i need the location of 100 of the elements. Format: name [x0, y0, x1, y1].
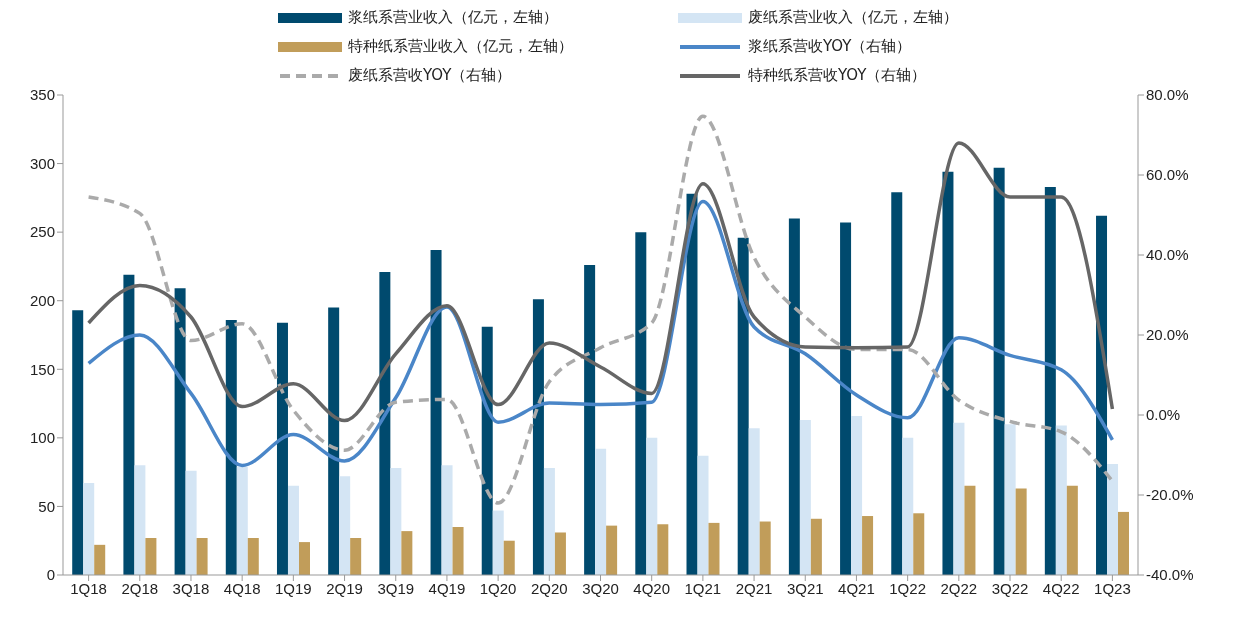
y-tick-label: 200 [29, 292, 55, 310]
bar [862, 516, 874, 575]
x-tick-label: 4Q21 [838, 579, 875, 597]
bar [799, 420, 811, 575]
bar [543, 468, 555, 575]
bar [225, 319, 237, 575]
x-tick-label: 3Q22 [991, 579, 1029, 597]
bar [810, 518, 822, 575]
bar [492, 510, 504, 575]
y2-tick-label: -20.0% [1146, 486, 1194, 504]
y2-tick-label: 0.0% [1146, 406, 1181, 424]
bar [840, 222, 852, 575]
bar [913, 513, 925, 575]
x-tick-label: 2Q21 [735, 579, 773, 597]
y2-tick-label: 20.0% [1146, 326, 1189, 344]
line-series [86, 141, 1115, 423]
y-tick-label: 250 [29, 223, 55, 241]
bar [441, 465, 453, 575]
bar [657, 524, 669, 575]
legend-label: 特种纸系营业收入（亿元，左轴） [348, 37, 573, 56]
bar [737, 237, 749, 575]
bar [72, 310, 84, 575]
bar [1066, 485, 1078, 575]
x-tick-label: 2Q22 [940, 579, 978, 597]
bar [430, 249, 442, 575]
x-tick-label: 1Q22 [889, 579, 926, 597]
legend-label: 浆纸系营收YOY（右轴） [748, 37, 912, 56]
bar [83, 483, 95, 575]
bar [339, 476, 351, 575]
bar [196, 537, 208, 575]
bar [595, 448, 607, 575]
bar [697, 455, 709, 575]
y-tick-label: 0 [46, 566, 55, 584]
bar [94, 544, 106, 575]
bar [185, 470, 197, 575]
x-tick-label: 4Q18 [223, 579, 261, 597]
bar [401, 531, 413, 575]
x-tick-label: 4Q22 [1042, 579, 1080, 597]
y-tick-label: 150 [29, 360, 55, 378]
x-tick-label: 3Q19 [377, 579, 415, 597]
bar [390, 468, 402, 575]
y2-tick-label: 40.0% [1146, 246, 1189, 264]
bar [748, 428, 760, 575]
bar [759, 521, 771, 575]
bar [788, 218, 800, 575]
x-tick-label: 1Q19 [275, 579, 312, 597]
bar [247, 537, 259, 575]
bar [1044, 186, 1056, 575]
bar [964, 485, 976, 575]
bar [686, 193, 698, 575]
bar [851, 415, 863, 575]
y-tick-label: 300 [29, 154, 55, 172]
legend-label: 浆纸系营业收入（亿元，左轴） [348, 8, 558, 27]
x-tick-label: 1Q23 [1094, 579, 1131, 597]
x-tick-label: 3Q20 [582, 579, 619, 597]
x-tick-label: 2Q19 [326, 579, 363, 597]
x-tick-label: 1Q18 [70, 579, 107, 597]
y-tick-label: 100 [29, 429, 55, 447]
bar [902, 437, 914, 575]
x-tick-label: 2Q20 [530, 579, 568, 597]
bar [1107, 463, 1119, 575]
y-tick-label: 50 [38, 497, 55, 515]
line-series [86, 114, 1115, 505]
x-tick-label: 1Q21 [684, 579, 722, 597]
bar [1015, 488, 1027, 575]
bar [452, 527, 464, 575]
bar [350, 537, 362, 575]
bar [554, 532, 566, 575]
y-tick-label: 350 [29, 86, 55, 104]
y2-tick-label: 80.0% [1146, 86, 1189, 104]
x-tick-label: 3Q18 [172, 579, 210, 597]
x-tick-label: 4Q20 [633, 579, 671, 597]
bar [606, 525, 618, 575]
x-tick-label: 3Q21 [786, 579, 824, 597]
bar [481, 326, 493, 575]
y2-tick-label: -40.0% [1146, 566, 1194, 584]
bar [532, 299, 544, 575]
bar [134, 465, 146, 575]
bar [145, 537, 157, 575]
bar [1004, 424, 1016, 575]
bar [584, 265, 596, 575]
legend-label: 废纸系营业收入（亿元，左轴） [748, 8, 958, 27]
bar [287, 485, 299, 575]
x-tick-label: 2Q18 [121, 579, 159, 597]
y2-tick-label: 60.0% [1146, 166, 1189, 184]
bar [276, 322, 288, 575]
bar [503, 540, 515, 575]
bar [298, 542, 310, 575]
bar [942, 171, 954, 575]
bar [1096, 215, 1108, 575]
bar [1118, 511, 1130, 575]
x-tick-label: 4Q19 [428, 579, 466, 597]
bar [123, 274, 135, 575]
bar [635, 232, 647, 575]
bar [891, 192, 903, 575]
bar [174, 288, 186, 575]
bar [993, 167, 1005, 575]
legend-label: 废纸系营收YOY（右轴） [348, 66, 512, 85]
bar [953, 422, 965, 575]
bar [236, 466, 248, 575]
